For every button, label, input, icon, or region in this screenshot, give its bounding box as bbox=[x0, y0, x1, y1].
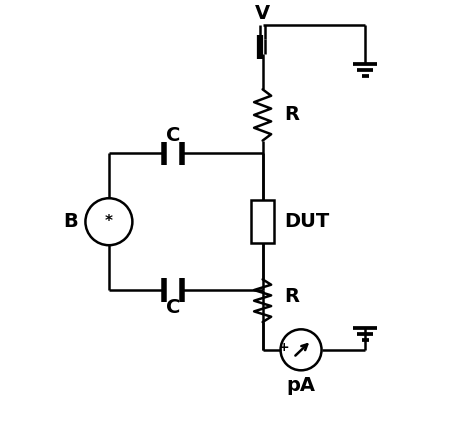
Text: pA: pA bbox=[287, 376, 316, 395]
Text: R: R bbox=[284, 287, 299, 306]
Text: DUT: DUT bbox=[284, 212, 329, 231]
Text: *: * bbox=[105, 214, 113, 229]
Text: V: V bbox=[255, 4, 270, 23]
Text: C: C bbox=[166, 126, 180, 145]
Text: +: + bbox=[279, 341, 289, 354]
Text: B: B bbox=[63, 212, 78, 231]
Bar bbox=[251, 200, 274, 243]
Text: C: C bbox=[166, 298, 180, 318]
Text: R: R bbox=[284, 106, 299, 124]
